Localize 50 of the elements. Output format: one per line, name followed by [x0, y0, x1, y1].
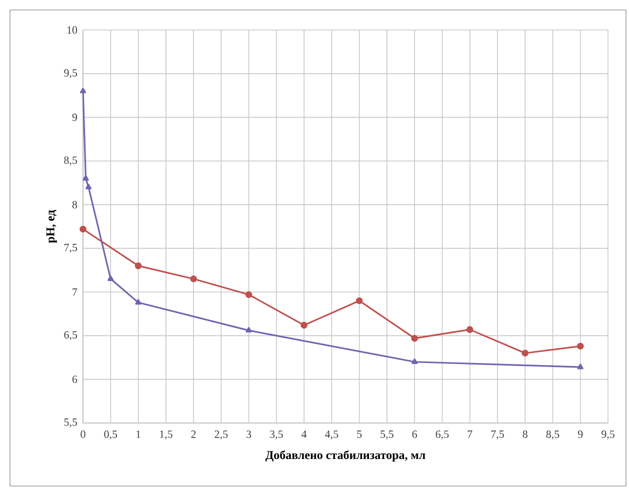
point	[246, 327, 252, 333]
y-tick-label: 7	[72, 288, 78, 296]
point	[85, 184, 92, 190]
x-tick-label: 1,5	[160, 430, 172, 440]
y-tick-label: 8,5	[64, 156, 78, 166]
x-tick-label: 9	[578, 430, 583, 438]
point	[245, 291, 252, 298]
x-tick-label: 5,5	[380, 430, 394, 440]
point	[134, 262, 142, 270]
y-axis-title: pH, ед	[46, 210, 57, 243]
point	[300, 322, 308, 329]
point	[82, 175, 89, 181]
x-tick-label: 1	[136, 430, 140, 438]
point	[80, 88, 86, 94]
x-tick-label: 2,5	[214, 430, 228, 440]
point	[576, 342, 584, 350]
y-tick-label: 9	[72, 114, 78, 122]
point	[522, 350, 529, 357]
point	[412, 358, 418, 364]
point	[411, 334, 418, 342]
x-tick-label: 0	[80, 430, 86, 438]
x-tick-label: 6	[412, 430, 418, 438]
x-tick-label: 4	[302, 430, 307, 438]
x-tick-label: 0,5	[104, 430, 118, 440]
y-tick-label: 10	[67, 26, 78, 34]
point	[356, 297, 363, 304]
point	[190, 276, 197, 282]
y-tick-label: 9,5	[64, 69, 78, 78]
point	[135, 299, 142, 305]
x-tick-label: 3,5	[270, 430, 283, 440]
x-axis-title: Добавлено стабилизатора, мл	[265, 450, 426, 462]
y-tick-label: 7,5	[64, 244, 78, 253]
x-tick-label: 6,5	[436, 430, 449, 440]
x-tick-label: 5	[357, 430, 362, 438]
point	[466, 326, 474, 333]
x-tick-label: 2	[191, 430, 196, 438]
point	[80, 226, 86, 233]
y-tick-label: 8	[72, 200, 78, 208]
y-tick-label: 6	[72, 376, 78, 384]
x-tick-label: 4,5	[325, 430, 338, 440]
point	[577, 364, 584, 370]
x-tick-label: 9,5	[601, 430, 614, 440]
y-tick-label: 6,5	[64, 331, 78, 340]
x-tick-label: 7	[468, 430, 472, 438]
x-tick-label: 8,5	[546, 430, 560, 440]
y-tick-label: 5,5	[64, 418, 78, 428]
point	[108, 276, 114, 281]
x-tick-label: 8	[522, 430, 528, 438]
x-tick-label: 7,5	[491, 430, 504, 440]
x-tick-label: 3	[246, 430, 252, 438]
